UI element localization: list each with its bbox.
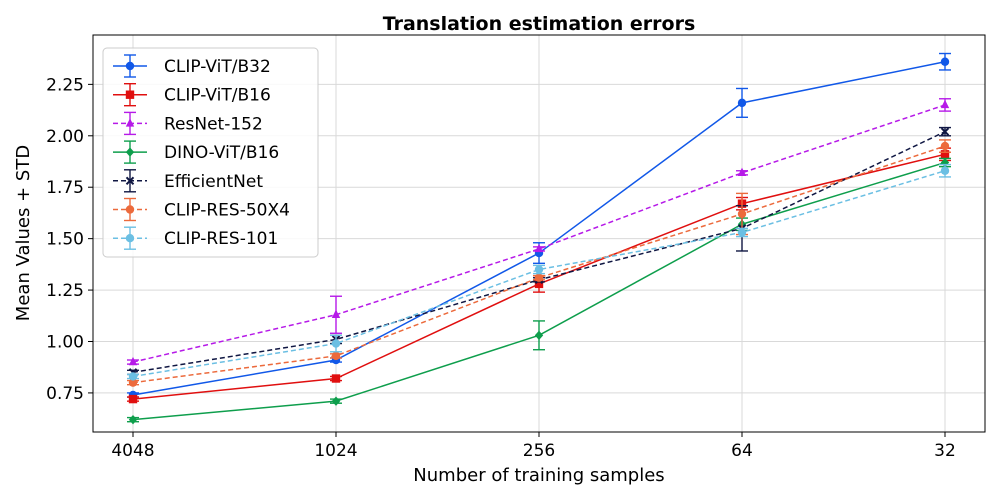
legend: CLIP-ViT/B32 CLIP-ViT/B16 ResNet-152 DINO-V…: [102, 47, 319, 258]
data-point: [737, 98, 747, 108]
x-marker-stroke: [940, 127, 950, 136]
series-line: [132, 104, 946, 363]
legend-label: CLIP-ViT/B16: [164, 86, 271, 106]
data-point: [534, 265, 544, 274]
data-point: [737, 209, 747, 219]
data-point: [331, 374, 341, 383]
legend-marker: [125, 90, 135, 99]
series-line: [132, 145, 946, 384]
data-point: [331, 309, 341, 318]
legend-label: CLIP-RES-50X4: [164, 201, 290, 221]
series-resnet-152: [127, 98, 951, 366]
legend-marker: [125, 205, 135, 214]
legend-marker: [125, 118, 135, 127]
data-point: [534, 243, 544, 253]
y-tick-label: 1.50: [46, 230, 84, 250]
data-point: [534, 279, 544, 289]
data-point: [331, 339, 341, 348]
legend-item: DINO-ViT/B16: [113, 140, 279, 164]
legend-label: CLIP-RES-101: [164, 229, 278, 249]
legend-marker: [125, 176, 135, 186]
legend-box: [102, 47, 319, 258]
axes: 4048 1024 256 64 32 0.75 1.00 1.25 1.50 1.75 2.00 2…: [46, 75, 956, 461]
data-point: [737, 228, 747, 237]
y-tick-label: 2.25: [46, 75, 84, 95]
legend-marker: [125, 147, 135, 157]
data-point: [940, 127, 950, 136]
legend-item: EfficientNet: [113, 169, 263, 193]
data-point: [331, 351, 341, 361]
y-tick-label: 1.75: [46, 178, 84, 198]
legend-label: EfficientNet: [164, 172, 263, 192]
data-point: [534, 273, 544, 282]
data-point: [128, 414, 138, 425]
legend-item: CLIP-RES-101: [113, 226, 278, 250]
legend-label: CLIP-ViT/B32: [164, 57, 271, 77]
x-tick-label: 1024: [314, 441, 357, 461]
legend-marker: [125, 61, 135, 71]
legend-item: CLIP-ViT/B16: [113, 82, 271, 107]
data-point: [128, 394, 138, 404]
data-point: [128, 372, 138, 381]
x-tick-label: 32: [934, 441, 956, 461]
x-tick-label: 4048: [111, 441, 154, 461]
y-tick-label: 2.00: [46, 127, 84, 147]
series-group: [127, 52, 951, 425]
x-marker-stroke: [125, 176, 135, 186]
y-axis-label: Mean Values + STD: [13, 145, 34, 321]
series-line: [132, 170, 946, 378]
x-axis-label: Number of training samples: [413, 465, 664, 486]
data-point: [940, 99, 950, 109]
chart-title: Translation estimation errors: [383, 13, 696, 35]
data-point: [128, 378, 138, 387]
data-point: [737, 167, 747, 177]
y-tick-label: 1.25: [46, 281, 84, 301]
data-point: [331, 396, 341, 406]
data-point: [940, 57, 950, 66]
legend-marker: [125, 234, 135, 243]
x-tick-label: 256: [523, 441, 555, 461]
y-tick-label: 1.00: [46, 332, 84, 352]
data-point: [940, 150, 950, 159]
data-point: [128, 356, 138, 366]
legend-label: ResNet-152: [164, 114, 263, 134]
x-tick-label: 64: [731, 441, 753, 461]
legend-item: ResNet-152: [113, 111, 263, 136]
data-point: [940, 166, 950, 175]
y-tick-label: 0.75: [46, 384, 84, 404]
legend-label: DINO-ViT/B16: [164, 143, 279, 163]
data-point: [534, 330, 544, 341]
series-clip-res-101: [127, 163, 951, 381]
legend-item: CLIP-ViT/B32: [113, 54, 271, 78]
legend-item: CLIP-RES-50X4: [113, 197, 290, 222]
data-point: [940, 141, 950, 151]
